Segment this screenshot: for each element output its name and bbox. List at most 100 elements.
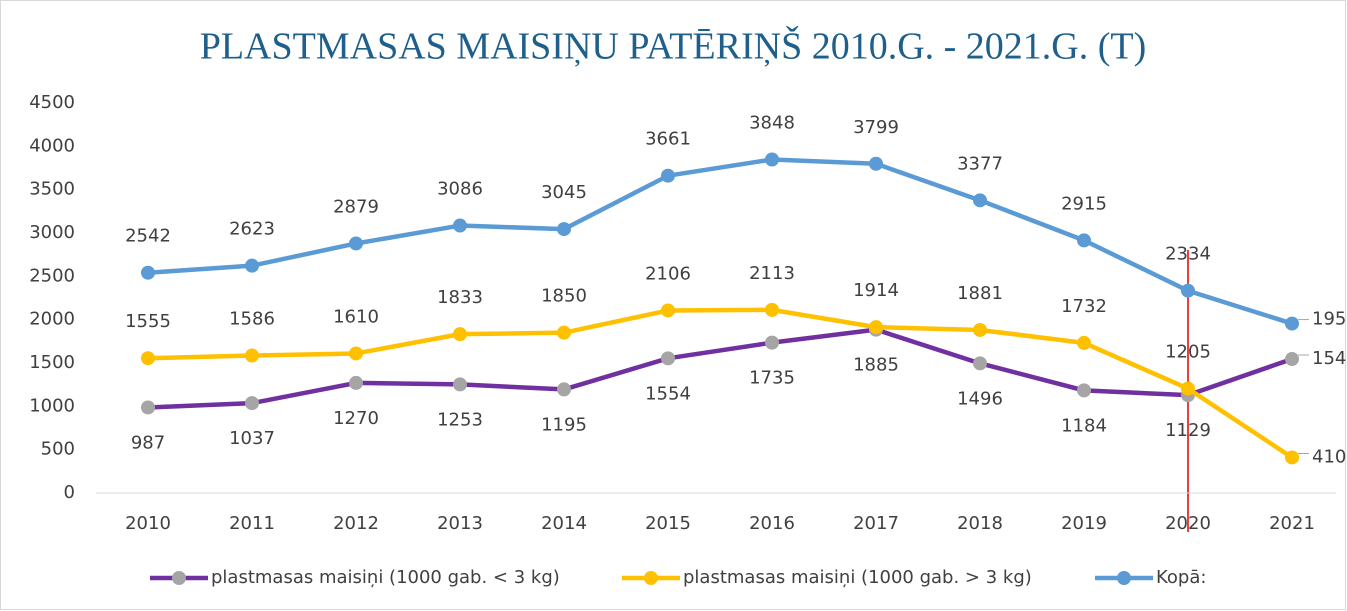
marker [453, 218, 467, 233]
x-tick-label: 2021 [1269, 513, 1315, 534]
marker [661, 351, 675, 366]
marker [141, 351, 155, 366]
legend-marker [644, 571, 658, 585]
marker [765, 302, 779, 317]
marker [557, 222, 571, 237]
data-label: 1732 [1061, 296, 1107, 317]
legend-marker [1117, 571, 1131, 585]
series-line [147, 157, 1293, 326]
series-line [147, 327, 1293, 410]
marker [973, 356, 987, 371]
data-label: 3848 [749, 113, 795, 134]
x-tick-label: 2019 [1061, 513, 1107, 534]
data-label: 1885 [853, 355, 899, 376]
data-label: 1833 [437, 287, 483, 308]
data-label: 1881 [957, 283, 1003, 304]
data-label: 1496 [957, 388, 1003, 409]
marker [1181, 283, 1195, 298]
marker [245, 396, 259, 411]
data-label: 1195 [541, 414, 587, 435]
marker [141, 265, 155, 280]
legend-marker [172, 571, 186, 585]
data-label: 1914 [853, 280, 899, 301]
data-label: 3799 [853, 117, 899, 138]
chart-title: PLASTMASAS MAISIŅU PATĒRIŅŠ 2010.G. - 20… [200, 26, 1147, 68]
data-label: 3045 [541, 182, 587, 203]
x-tick-label: 2010 [125, 513, 171, 534]
y-tick-label: 500 [41, 439, 75, 460]
marker [1077, 383, 1091, 398]
series-line [147, 307, 1294, 460]
data-label: 1554 [645, 383, 691, 404]
marker [349, 375, 363, 390]
data-label: 2113 [749, 263, 795, 284]
marker [141, 400, 155, 415]
data-label: 1586 [229, 309, 275, 330]
marker [1181, 381, 1195, 396]
marker [973, 322, 987, 337]
data-label: 1253 [437, 409, 483, 430]
data-label: 1205 [1165, 342, 1211, 363]
data-label: 1850 [541, 286, 587, 307]
data-label: 1955 [1312, 309, 1347, 330]
x-tick-label: 2016 [749, 513, 795, 534]
data-label: 2334 [1165, 244, 1211, 265]
data-label: 1184 [1061, 415, 1107, 436]
y-tick-label: 0 [64, 482, 75, 503]
data-label: 410 [1312, 446, 1346, 467]
data-label: 2879 [333, 196, 379, 217]
x-tick-label: 2011 [229, 513, 275, 534]
data-label: 1555 [125, 311, 171, 332]
data-label: 987 [131, 432, 165, 453]
marker [661, 303, 675, 318]
legend-label: Kopā: [1156, 567, 1206, 588]
marker [1285, 316, 1299, 331]
marker [1077, 335, 1091, 350]
y-tick-label: 1500 [29, 352, 75, 373]
marker [661, 168, 675, 183]
data-label: 2915 [1061, 193, 1107, 214]
x-tick-label: 2013 [437, 513, 483, 534]
legend-label: plastmasas maisiņi (1000 gab. > 3 kg) [683, 567, 1032, 588]
marker [1285, 352, 1299, 367]
marker [349, 346, 363, 361]
marker [557, 325, 571, 340]
data-label: 1610 [333, 306, 379, 327]
marker [453, 327, 467, 342]
data-label: 3086 [437, 179, 483, 200]
marker [973, 193, 987, 208]
data-label: 3377 [957, 153, 1003, 174]
marker [453, 377, 467, 392]
marker [1077, 233, 1091, 248]
marker [765, 152, 779, 167]
data-label: 3661 [645, 129, 691, 150]
y-tick-label: 4000 [29, 135, 75, 156]
x-tick-label: 2012 [333, 513, 379, 534]
marker [869, 320, 883, 335]
data-label: 2542 [125, 226, 171, 247]
marker [349, 236, 363, 251]
data-label: 2106 [645, 263, 691, 284]
data-label: 1546 [1312, 348, 1347, 369]
data-label: 1735 [749, 368, 795, 389]
x-tick-label: 2014 [541, 513, 587, 534]
y-tick-label: 2500 [29, 265, 75, 286]
legend-label: plastmasas maisiņi (1000 gab. < 3 kg) [211, 567, 560, 588]
marker [765, 335, 779, 350]
data-label: 1037 [229, 428, 275, 449]
data-label: 2623 [229, 219, 275, 240]
y-tick-label: 2000 [29, 309, 75, 330]
x-tick-label: 2015 [645, 513, 691, 534]
marker [869, 156, 883, 171]
marker [245, 258, 259, 273]
data-label: 1270 [333, 408, 379, 429]
data-label: 1129 [1165, 420, 1211, 441]
y-tick-label: 1000 [29, 395, 75, 416]
x-tick-label: 2017 [853, 513, 899, 534]
marker [245, 348, 259, 363]
x-tick-label: 2018 [957, 513, 1003, 534]
x-tick-label: 2020 [1165, 513, 1211, 534]
marker [1285, 450, 1299, 465]
